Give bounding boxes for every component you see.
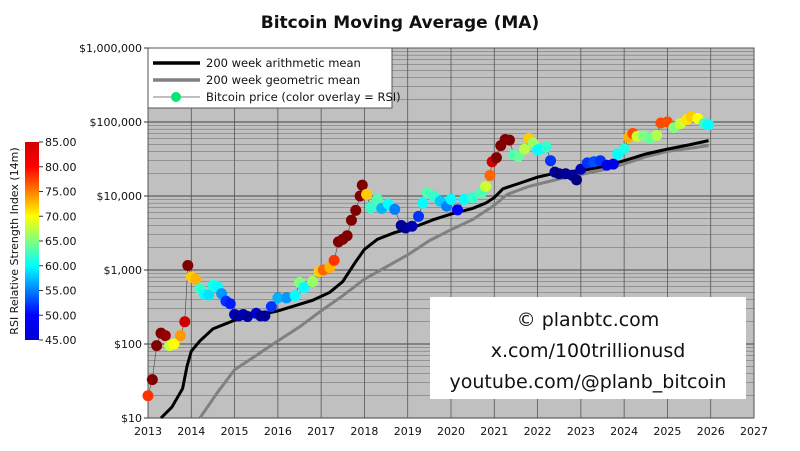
price-point	[272, 292, 284, 304]
x-tick-label: 2025	[653, 425, 681, 438]
price-point	[365, 201, 377, 213]
price-point	[618, 143, 630, 155]
price-point	[168, 338, 180, 350]
price-point	[151, 340, 163, 352]
price-point	[281, 292, 293, 304]
colorbar-tick-label: 80.00	[45, 161, 77, 174]
legend: 200 week arithmetic mean 200 week geomet…	[147, 47, 401, 109]
x-tick-label: 2020	[437, 425, 465, 438]
x-tick-label: 2021	[480, 425, 508, 438]
legend-marker-price	[171, 92, 181, 102]
price-point	[406, 220, 418, 232]
chart-title: Bitcoin Moving Average (MA)	[261, 13, 539, 33]
x-tick-label: 2017	[307, 425, 335, 438]
colorbar: RSI Relative Strength Index (14m) 85.00 8…	[8, 136, 77, 347]
y-tick-label: $100	[114, 338, 142, 351]
price-point	[490, 152, 502, 164]
colorbar-tick-label: 55.00	[45, 285, 77, 298]
price-point	[519, 143, 531, 155]
x-tick-label: 2016	[264, 425, 292, 438]
price-point	[182, 260, 194, 272]
geometric-mean-line	[198, 144, 709, 419]
price-point	[651, 129, 663, 141]
y-tick-label: $100,000	[90, 116, 143, 129]
x-tick-label: 2026	[697, 425, 725, 438]
price-point	[146, 374, 158, 386]
price-point	[159, 330, 171, 342]
price-point	[371, 193, 383, 205]
x-tick-label: 2027	[740, 425, 768, 438]
legend-label-geometric: 200 week geometric mean	[206, 73, 360, 87]
price-point	[484, 169, 496, 181]
price-point	[480, 180, 492, 192]
price-point	[259, 310, 271, 322]
y-tick-label: $1,000,000	[79, 42, 142, 55]
axes: 2013 2014 2015 2016 2017 2018 2019 2020 2021 2022…	[79, 42, 768, 438]
y-tick-label: $1,000	[104, 264, 143, 277]
price-point	[467, 192, 479, 204]
x-tick-label: 2023	[567, 425, 595, 438]
x-tick-label: 2013	[134, 425, 162, 438]
watermark: © planbtc.com x.com/100trillionusd youtu…	[430, 297, 746, 399]
y-tick-label: $10	[121, 412, 142, 425]
price-point	[512, 151, 524, 163]
legend-label-price: Bitcoin price (color overlay = RSI)	[206, 90, 401, 104]
price-point	[356, 179, 368, 191]
price-point	[451, 204, 463, 216]
price-point	[350, 204, 362, 216]
y-tick-label: $10,000	[97, 190, 143, 203]
watermark-line-1: © planbtc.com	[517, 309, 660, 331]
colorbar-tick-label: 65.00	[45, 235, 77, 248]
price-point	[298, 282, 310, 294]
price-point	[503, 134, 515, 146]
price-point	[571, 174, 583, 186]
legend-label-arithmetic: 200 week arithmetic mean	[206, 56, 361, 70]
colorbar-tick-label: 70.00	[45, 210, 77, 223]
price-point	[413, 210, 425, 222]
colorbar-tick-label: 50.00	[45, 309, 77, 322]
x-tick-label: 2014	[177, 425, 205, 438]
price-point	[345, 214, 357, 226]
price-point	[224, 298, 236, 310]
price-point	[389, 203, 401, 215]
watermark-line-3: youtube.com/@planb_bitcoin	[450, 371, 727, 393]
price-point	[417, 197, 429, 209]
x-tick-label: 2022	[524, 425, 552, 438]
colorbar-label: RSI Relative Strength Index (14m)	[8, 147, 21, 334]
watermark-line-2: x.com/100trillionusd	[491, 340, 686, 362]
price-point	[703, 119, 715, 131]
x-tick-label: 2015	[221, 425, 249, 438]
price-point	[328, 254, 340, 266]
price-point	[242, 311, 254, 323]
colorbar-tick-label: 45.00	[45, 334, 77, 347]
x-tick-label: 2019	[394, 425, 422, 438]
price-point	[142, 390, 154, 402]
price-point	[174, 330, 186, 342]
colorbar-tick-label: 60.00	[45, 260, 77, 273]
price-points	[142, 111, 715, 402]
colorbar-tick-label: 75.00	[45, 186, 77, 199]
price-point	[179, 316, 191, 328]
price-point	[607, 158, 619, 170]
price-point	[361, 188, 373, 200]
price-point	[190, 273, 202, 285]
price-point	[289, 290, 301, 302]
x-tick-label: 2018	[350, 425, 378, 438]
price-point	[458, 193, 470, 205]
price-point	[341, 230, 353, 242]
price-point	[540, 141, 552, 153]
x-tick-label: 2024	[610, 425, 638, 438]
price-point	[306, 275, 318, 287]
price-point	[203, 289, 215, 301]
price-point	[545, 155, 557, 167]
price-point	[265, 301, 277, 313]
price-point	[445, 193, 457, 205]
colorbar-tick-label: 85.00	[45, 136, 77, 149]
colorbar-gradient	[25, 142, 39, 340]
